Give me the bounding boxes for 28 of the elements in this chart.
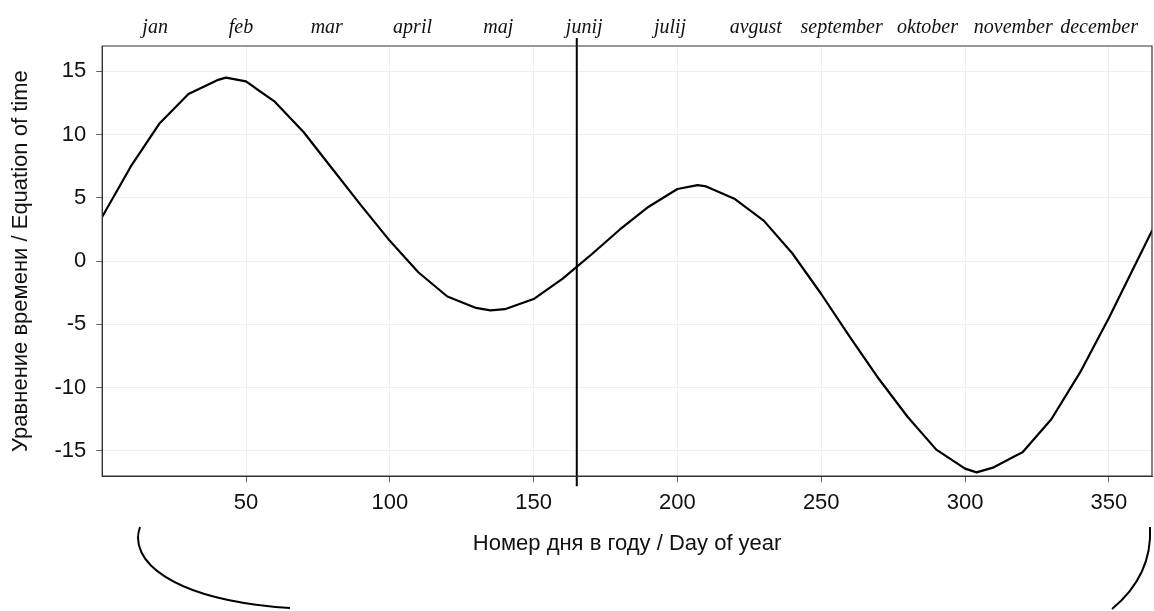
x-axis-title: Номер дня в году / Day of year xyxy=(472,529,782,555)
x-tick-label: 150 xyxy=(515,489,552,515)
text: april xyxy=(393,15,433,39)
text: november xyxy=(973,15,1053,38)
x-tick-label: 350 xyxy=(1090,489,1128,515)
x-tick-label: 300 xyxy=(946,489,984,515)
x-tick-label: 250 xyxy=(802,489,840,515)
text: avgust xyxy=(729,15,783,39)
y-tick-label: 0 xyxy=(73,247,87,273)
y-tick-label: -15 xyxy=(54,436,87,462)
text: maj xyxy=(483,15,514,39)
y-tick-label: 5 xyxy=(73,183,87,209)
y-tick-label: -5 xyxy=(66,310,87,336)
text: september xyxy=(800,15,883,39)
x-tick-label: 100 xyxy=(371,489,409,515)
y-tick-label: 10 xyxy=(61,120,87,146)
y-tick-label: -10 xyxy=(54,373,87,399)
y-tick-label: 15 xyxy=(61,57,87,83)
text: mar xyxy=(310,15,344,38)
y-axis-title: Уравнение времени / Equation of time xyxy=(7,70,33,452)
text: feb xyxy=(228,15,254,39)
x-tick-label: 200 xyxy=(659,489,696,515)
text: julij xyxy=(650,15,687,39)
text: junij xyxy=(562,15,603,39)
x-tick-label: 50 xyxy=(233,489,259,515)
text: jan xyxy=(139,15,168,39)
text: december xyxy=(1060,15,1139,38)
text: oktober xyxy=(896,15,959,38)
